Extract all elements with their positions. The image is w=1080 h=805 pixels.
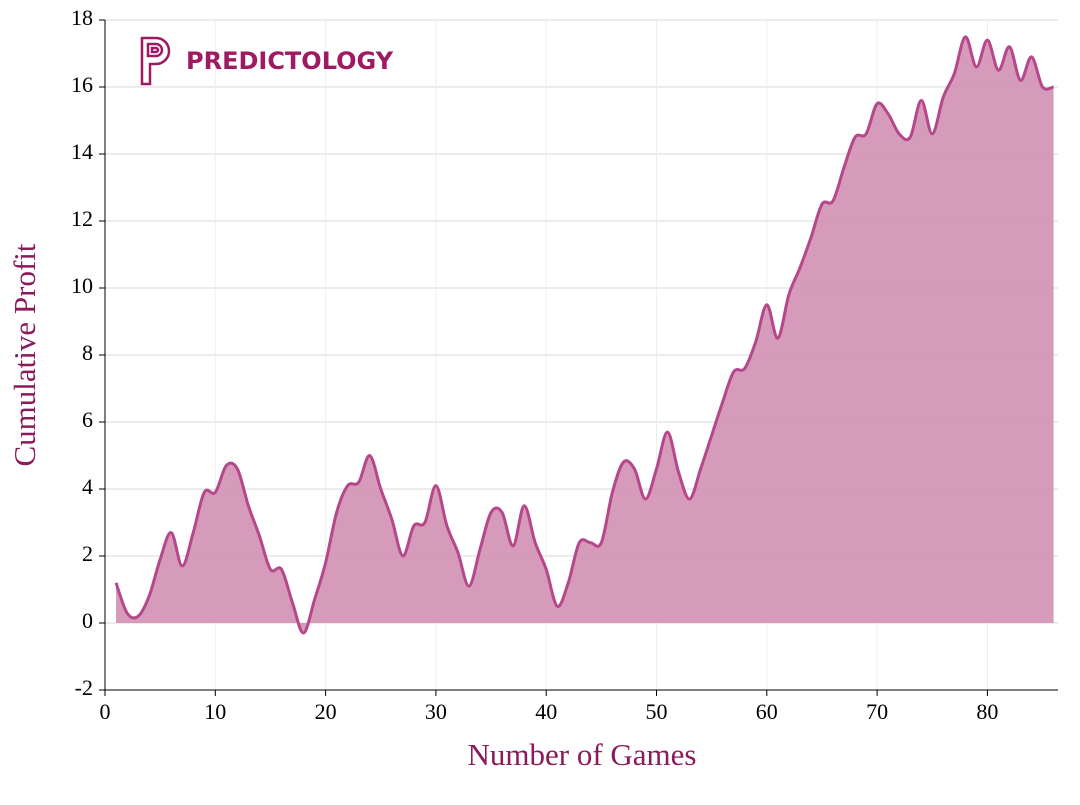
x-tick-label: 10	[204, 699, 226, 724]
x-tick-label: 70	[866, 699, 888, 724]
x-axis-title: Number of Games	[468, 737, 697, 772]
y-tick-label: 0	[82, 608, 93, 633]
x-tick-label: 40	[535, 699, 557, 724]
y-tick-label: 14	[71, 139, 93, 164]
y-tick-label: 2	[82, 541, 93, 566]
plot: -2 0 2 4 6 8 10 12 14 16 18 0 10 20 30 40 50 60 70 80	[71, 5, 1058, 724]
y-tick-label: 16	[71, 72, 93, 97]
y-tick-label: 18	[71, 5, 93, 30]
x-tick-label: 50	[646, 699, 668, 724]
y-tick-label: -2	[75, 675, 93, 700]
x-tick-label: 0	[100, 699, 111, 724]
logo-icon	[140, 36, 171, 86]
y-axis-title: Cumulative Profit	[7, 243, 42, 466]
y-tick-label: 8	[82, 340, 93, 365]
x-tick-label: 20	[315, 699, 337, 724]
y-tick-label: 12	[71, 206, 93, 231]
y-tick-label: 6	[82, 407, 93, 432]
x-tick-label: 60	[756, 699, 778, 724]
y-tick-label: 10	[71, 273, 93, 298]
brand: PREDICTOLOGY	[186, 47, 394, 75]
x-tick-label: 30	[425, 699, 447, 724]
line	[114, 35, 1054, 635]
logo: PREDICTOLOGY	[140, 36, 394, 86]
y-tick-label: 4	[82, 474, 93, 499]
x-tick-label: 80	[976, 699, 998, 724]
